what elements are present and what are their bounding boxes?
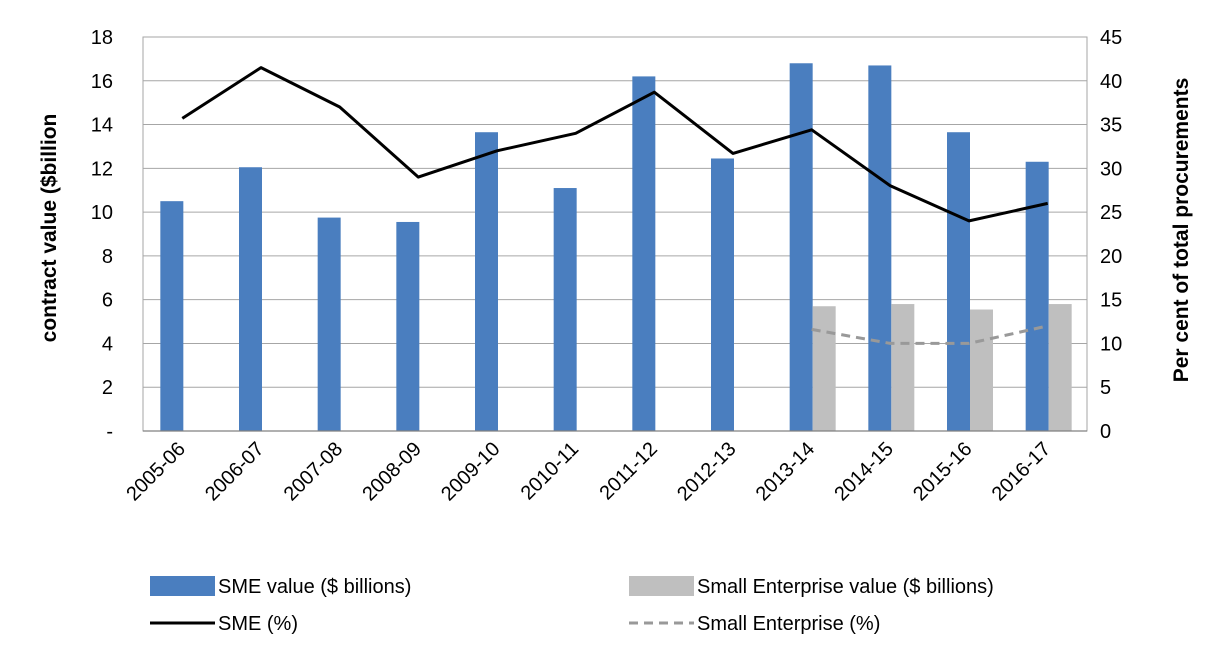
y2-tick-label: 40 bbox=[1100, 71, 1122, 93]
x-tick-label: 2011-12 bbox=[595, 438, 661, 504]
y2-tick-label: 0 bbox=[1100, 421, 1111, 443]
legend-small-enterprise-percent: Small Enterprise (%) bbox=[629, 613, 880, 635]
plot-frame bbox=[142, 36, 1088, 432]
legend-sme-value: SME value ($ billions) bbox=[150, 576, 411, 598]
series-lines bbox=[181, 66, 1049, 345]
y-tick-label: 18 bbox=[91, 27, 113, 49]
x-tick-label: 2010-11 bbox=[517, 438, 583, 504]
legend-label: Small Enterprise value ($ billions) bbox=[697, 576, 994, 598]
bar-sme-value bbox=[160, 201, 184, 431]
y2-tick-label: 45 bbox=[1100, 27, 1122, 49]
y-tick-label: - bbox=[106, 421, 113, 443]
y2-tick-label: 30 bbox=[1100, 158, 1122, 180]
y-tick-label: 4 bbox=[102, 333, 113, 355]
x-tick-label: 2012-13 bbox=[673, 438, 740, 505]
bar-sme-value bbox=[711, 158, 734, 431]
gridlines bbox=[143, 36, 1087, 388]
y-tick-label: 12 bbox=[91, 158, 113, 180]
bar-sme-value bbox=[553, 188, 577, 431]
line-small-enterprise-percent bbox=[811, 324, 1049, 345]
x-tick-label: 2008-09 bbox=[358, 438, 425, 505]
bar-sme-value bbox=[789, 63, 813, 432]
y2-tick-label: 25 bbox=[1100, 202, 1122, 224]
bar-sme-value bbox=[396, 221, 420, 431]
bars bbox=[160, 63, 1072, 432]
legend-label: SME value ($ billions) bbox=[218, 576, 411, 598]
bar-small-enterprise-value bbox=[891, 304, 915, 431]
legend-label: Small Enterprise (%) bbox=[697, 613, 880, 635]
y-axis-title: contract value ($billion bbox=[38, 114, 61, 343]
x-tick-label: 2015-16 bbox=[909, 438, 976, 505]
bar-sme-value bbox=[317, 217, 341, 431]
bar-sme-value bbox=[868, 65, 892, 431]
y-tick-label: 10 bbox=[91, 202, 113, 224]
bar-sme-value bbox=[947, 132, 970, 431]
x-tick-label: 2005-06 bbox=[122, 438, 189, 505]
y-tick-label: 6 bbox=[102, 290, 113, 312]
bar-sme-value bbox=[1025, 161, 1049, 431]
bar-sme-value bbox=[475, 132, 498, 431]
y-tick-label: 2 bbox=[102, 377, 113, 399]
y2-tick-label: 5 bbox=[1100, 377, 1111, 399]
y2-tick-label: 20 bbox=[1100, 246, 1122, 268]
x-tick-label: 2007-08 bbox=[280, 438, 347, 505]
legend: SME value ($ billions) Small Enterprise v… bbox=[150, 576, 994, 635]
y-tick-label: 14 bbox=[91, 115, 113, 137]
y-tick-label: 8 bbox=[102, 246, 113, 268]
bar-small-enterprise-value bbox=[1048, 304, 1072, 431]
y2-tick-label: 15 bbox=[1100, 290, 1122, 312]
x-tick-label: 2006-07 bbox=[201, 438, 268, 505]
y-tick-label: 16 bbox=[91, 71, 113, 93]
x-tick-label: 2009-10 bbox=[437, 438, 504, 505]
bar-sme-value bbox=[632, 76, 656, 432]
y2-tick-label: 35 bbox=[1100, 115, 1122, 137]
y2-axis-title: Per cent of total procurements bbox=[1170, 78, 1193, 383]
legend-small-enterprise-value: Small Enterprise value ($ billions) bbox=[629, 576, 994, 598]
bar-sme-value bbox=[239, 167, 262, 431]
y2-tick-label: 10 bbox=[1100, 333, 1122, 355]
x-tick-label: 2014-15 bbox=[830, 438, 897, 505]
legend-swatch bbox=[629, 576, 694, 596]
bar-small-enterprise-value bbox=[812, 306, 836, 431]
bar-small-enterprise-value bbox=[970, 309, 993, 431]
legend-sme-percent: SME (%) bbox=[150, 613, 298, 635]
x-tick-label: 2016-17 bbox=[988, 438, 1055, 505]
legend-label: SME (%) bbox=[218, 613, 298, 635]
legend-swatch bbox=[150, 576, 215, 596]
line-sme-percent bbox=[181, 66, 1049, 223]
x-tick-label: 2013-14 bbox=[752, 438, 819, 505]
